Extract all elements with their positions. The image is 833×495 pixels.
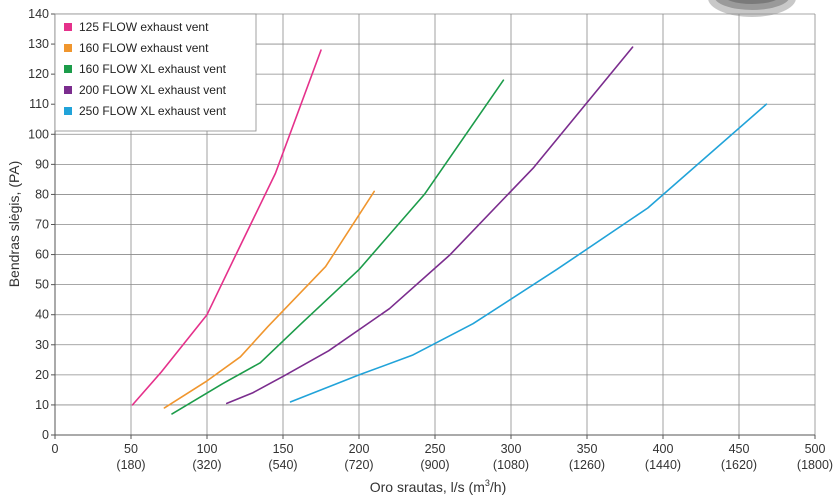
- x-tick-label: 50: [124, 442, 138, 456]
- x-tick-sublabel: (720): [344, 458, 373, 472]
- x-tick-sublabel: (900): [420, 458, 449, 472]
- series-line-2: [163, 190, 375, 409]
- legend: 125 FLOW exhaust vent 160 FLOW exhaust ve…: [54, 13, 257, 132]
- y-tick-label: 30: [35, 338, 49, 352]
- x-tick-label: 450: [729, 442, 750, 456]
- y-tick-label: 100: [28, 127, 49, 141]
- grid: [55, 13, 816, 435]
- y-tick-label: 10: [35, 398, 49, 412]
- y-tick-label: 20: [35, 368, 49, 382]
- y-axis-label: Bendras slėgis, (PA): [6, 161, 22, 288]
- y-tick-label: 130: [28, 37, 49, 51]
- x-axis-label-main: Oro srautas, l/s (m: [370, 479, 485, 495]
- x-tick-label: 300: [501, 442, 522, 456]
- series-line-1: [131, 49, 322, 406]
- x-tick-label: 250: [425, 442, 446, 456]
- y-tick-label: 80: [35, 187, 49, 201]
- y-tick-label: 90: [35, 157, 49, 171]
- y-tick-label: 140: [28, 7, 49, 21]
- series-line-3: [171, 79, 505, 415]
- x-tick-label: 350: [577, 442, 598, 456]
- legend-swatch-4: [64, 86, 72, 94]
- legend-label-5: 250 FLOW XL exhaust vent: [79, 104, 227, 118]
- x-tick-label: 500: [805, 442, 826, 456]
- x-tick-labels: 0 50 (180) 100 (320) 150 (540) 200 (720) 250 (900)…: [52, 442, 833, 472]
- x-tick-sublabel: (1080): [493, 458, 529, 472]
- legend-box: [54, 13, 257, 132]
- x-tick-label: 150: [273, 442, 294, 456]
- x-axis-label: Oro srautas, l/s (m3/h): [370, 478, 507, 495]
- x-tick-sublabel: (540): [268, 458, 297, 472]
- legend-label-4: 200 FLOW XL exhaust vent: [79, 83, 227, 97]
- x-tick-label: 0: [52, 442, 59, 456]
- x-tick-sublabel: (1620): [721, 458, 757, 472]
- legend-label-3: 160 FLOW XL exhaust vent: [79, 62, 227, 76]
- x-tick-sublabel: (320): [192, 458, 221, 472]
- x-tick-label: 400: [653, 442, 674, 456]
- y-tick-label: 70: [35, 218, 49, 232]
- product-image: [708, 0, 796, 17]
- y-tick-label: 40: [35, 308, 49, 322]
- legend-swatch-1: [64, 23, 72, 31]
- y-tick-labels: 0 10 20 30 40 50 60 70 80 90 100 110 120 130 140: [28, 7, 49, 442]
- y-tick-label: 60: [35, 248, 49, 262]
- legend-swatch-5: [64, 107, 72, 115]
- series-line-5: [289, 103, 768, 403]
- legend-swatch-3: [64, 65, 72, 73]
- x-tick-label: 200: [349, 442, 370, 456]
- x-axis-label-end: /h): [490, 479, 506, 495]
- x-tick-sublabel: (1440): [645, 458, 681, 472]
- x-tick-sublabel: (1800): [797, 458, 833, 472]
- y-tick-label: 50: [35, 278, 49, 292]
- x-tick-sublabel: (180): [116, 458, 145, 472]
- legend-swatch-2: [64, 44, 72, 52]
- series-lines: [131, 46, 768, 415]
- y-tick-label: 110: [29, 97, 49, 111]
- x-tick-label: 100: [197, 442, 218, 456]
- x-axis-label-sup: 3: [485, 478, 490, 488]
- legend-label-2: 160 FLOW exhaust vent: [79, 41, 209, 55]
- legend-label-1: 125 FLOW exhaust vent: [79, 20, 209, 34]
- series-line-4: [226, 46, 634, 405]
- x-tick-sublabel: (1260): [569, 458, 605, 472]
- y-tick-label: 120: [28, 67, 49, 81]
- y-tick-label: 0: [42, 428, 49, 442]
